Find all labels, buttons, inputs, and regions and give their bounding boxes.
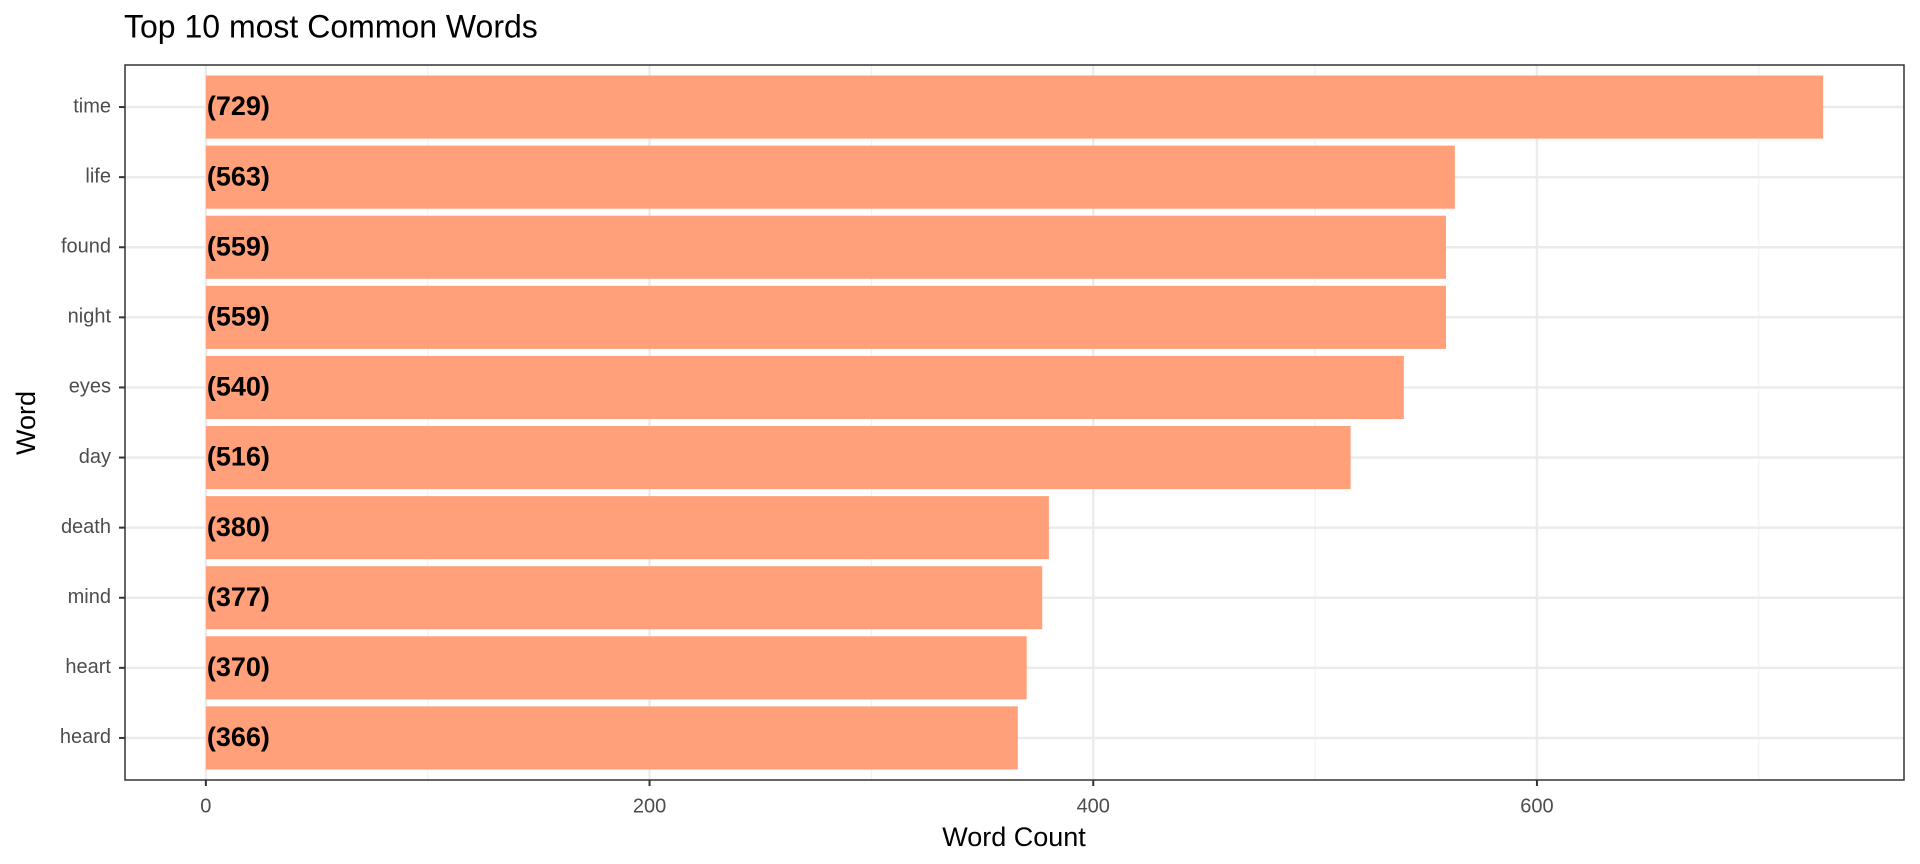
bar [205, 706, 1018, 770]
bar [205, 426, 1351, 490]
y-tick-label: found [61, 236, 111, 258]
value-label: (516) [207, 442, 270, 472]
value-label: (370) [207, 652, 270, 682]
y-tick-label: time [73, 95, 111, 117]
y-tick-label: death [61, 516, 111, 538]
y-tick-label: life [85, 165, 111, 187]
value-label: (380) [207, 512, 270, 542]
y-axis-title: Word [11, 391, 41, 455]
x-tick-label: 0 [200, 795, 211, 817]
y-tick-label: eyes [69, 376, 111, 398]
value-label: (377) [207, 582, 270, 612]
bar [205, 75, 1824, 139]
bar [205, 285, 1446, 349]
bar [205, 566, 1043, 630]
value-label: (729) [207, 91, 270, 121]
panel-border [124, 64, 1905, 781]
x-tick-label: 400 [1077, 795, 1110, 817]
bar [205, 636, 1027, 700]
bar [205, 215, 1446, 279]
chart-title: Top 10 most Common Words [124, 8, 538, 44]
y-tick-label: heart [65, 656, 111, 678]
bar [205, 145, 1455, 209]
bar [205, 496, 1049, 560]
y-tick-label: mind [68, 586, 111, 608]
value-label: (559) [207, 231, 270, 261]
bar [205, 355, 1404, 419]
y-tick-label: heard [60, 726, 111, 748]
x-tick-label: 200 [633, 795, 666, 817]
value-label: (563) [207, 161, 270, 191]
y-tick-label: night [68, 306, 112, 328]
x-tick-label: 600 [1520, 795, 1553, 817]
value-label: (366) [207, 722, 270, 752]
value-label: (559) [207, 301, 270, 331]
x-axis-title: Word Count [942, 822, 1086, 852]
value-label: (540) [207, 372, 270, 402]
y-tick-label: day [79, 446, 111, 468]
